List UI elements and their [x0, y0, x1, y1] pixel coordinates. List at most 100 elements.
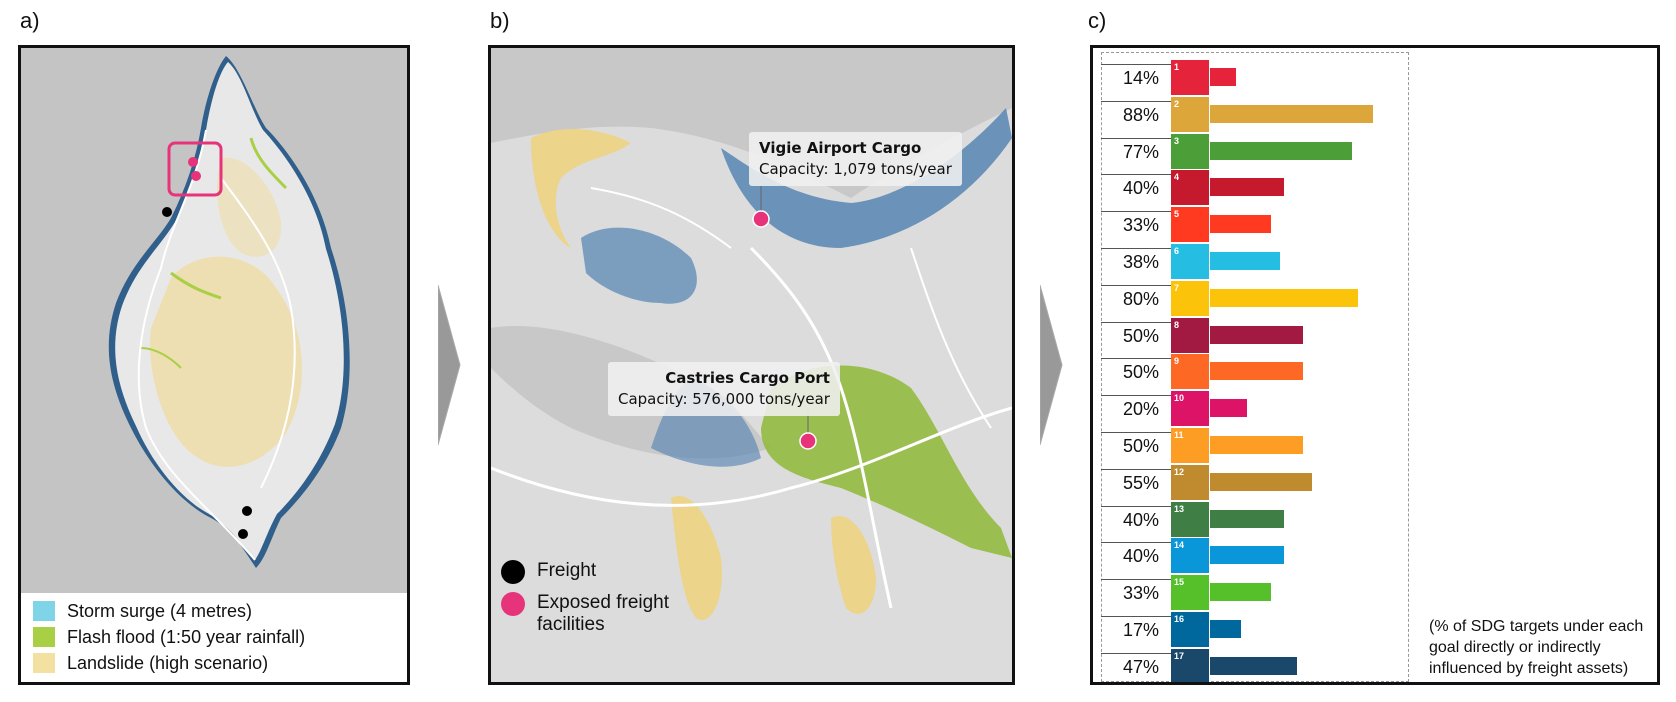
row-separator: [1101, 505, 1173, 507]
bar-value-label: 55%: [1122, 472, 1160, 493]
coastal-road: [137, 129, 256, 561]
sdg-bar: [1210, 656, 1297, 675]
sdg-goal-icon: 4: [1171, 170, 1209, 206]
bar-value-label: 33%: [1122, 583, 1160, 604]
legend-label: Landslide (high scenario): [67, 652, 269, 673]
bar-value-label: 50%: [1122, 436, 1160, 456]
sdg-goal-icon: 7: [1171, 280, 1209, 316]
sdg-bar: [1210, 362, 1303, 381]
bar-value-label: 17%: [1122, 620, 1160, 640]
freight-dot: [238, 529, 248, 539]
sdg-goal-icon: 5: [1171, 207, 1209, 243]
arrow-right-icon: [438, 285, 461, 445]
sdg-goal-icon: 1: [1171, 60, 1209, 95]
bar-value-label: 40%: [1122, 509, 1160, 530]
legend-item-flash-flood: Flash flood (1:50 year rainfall): [33, 625, 305, 649]
storm-surge-zone: [721, 108, 1012, 248]
bar-value-label: 47%: [1122, 656, 1160, 677]
road: [590, 187, 732, 249]
bar-value-label: 20%: [1122, 399, 1160, 420]
sdg-goal-icon: 16: [1171, 612, 1209, 647]
landslide-swatch: [33, 653, 55, 673]
sdg-bar: [1210, 141, 1353, 160]
legend-label: Freight: [537, 560, 597, 581]
bar-value-label: 80%: [1122, 288, 1160, 309]
bar-value-label: 38%: [1122, 252, 1160, 272]
road: [749, 246, 893, 609]
landslide-zone: [150, 256, 303, 467]
sdg-bar: [1210, 472, 1312, 491]
landslide-zone: [671, 496, 722, 620]
bar-value-label: 50%: [1122, 362, 1160, 383]
legend-item-freight: Freight: [501, 560, 596, 584]
sdg-bar: [1210, 325, 1303, 344]
legend-label: Storm surge (4 metres): [67, 600, 253, 621]
exposed-dot-icon: [501, 592, 525, 616]
callout-subtitle: Capacity: 1,079 tons/year: [759, 160, 952, 178]
sdg-goal-icon: 10: [1171, 391, 1209, 427]
sdg-goal-icon: 14: [1171, 538, 1209, 574]
panel-label-c: c): [1088, 8, 1107, 33]
sdg-goal-icon: 13: [1171, 501, 1209, 537]
storm-surge-zone: [581, 227, 697, 304]
sdg-bar: [1210, 252, 1281, 270]
chart-note: (% of SDG targets under each goal direct…: [1429, 618, 1644, 677]
zoom-box: [167, 141, 223, 197]
row-separator: [1101, 652, 1173, 654]
panel-label-b: b): [490, 8, 510, 33]
bar-value-label: 33%: [1122, 215, 1160, 236]
flood-streak: [249, 137, 288, 190]
row-separator: [1101, 211, 1173, 213]
callout-vigie: Vigie Airport Cargo Capacity: 1,079 tons…: [749, 132, 962, 186]
road: [910, 247, 992, 429]
sdg-bar: [1210, 215, 1272, 234]
sdg-bar: [1210, 436, 1303, 454]
island-map-panel: Storm surge (4 metres) Flash flood (1:50…: [18, 45, 410, 685]
sdg-bar: [1210, 546, 1284, 565]
bar-value-label: 40%: [1122, 178, 1160, 199]
legend-item-exposed: Exposed freight facilities: [501, 592, 691, 636]
bar-value-label: 40%: [1122, 546, 1160, 567]
exposed-freight-dot: [752, 210, 770, 228]
row-separator: [1101, 542, 1173, 544]
legend-label: Flash flood (1:50 year rainfall): [67, 626, 306, 647]
row-separator: [1101, 432, 1173, 433]
sdg-goal-icon: 6: [1171, 244, 1209, 279]
sdg-bar: [1210, 178, 1284, 197]
island-map: [21, 48, 407, 593]
inland-road: [220, 177, 296, 489]
legend-item-storm-surge: Storm surge (4 metres): [33, 599, 252, 623]
row-separator: [1101, 64, 1173, 65]
sdg-goal-icon: 8: [1171, 317, 1209, 353]
bar-value-label: 14%: [1122, 68, 1160, 88]
row-separator: [1101, 358, 1173, 360]
sdg-goal-icon: 17: [1171, 648, 1209, 682]
chart-frame: [1101, 52, 1409, 682]
storm-surge-swatch: [33, 601, 55, 621]
callout-castries: Castries Cargo Port Capacity: 576,000 to…: [608, 362, 840, 416]
sdg-bar: [1210, 104, 1373, 123]
row-separator: [1101, 579, 1173, 581]
exposed-freight-dot: [188, 157, 198, 167]
row-separator: [1101, 137, 1173, 139]
zoomed-map-panel: Vigie Airport Cargo Capacity: 1,079 tons…: [488, 45, 1015, 685]
arrow-right-icon: [1040, 285, 1063, 445]
flash-flood-swatch: [33, 627, 55, 647]
row-separator: [1101, 468, 1173, 470]
sdg-goal-icon: 9: [1171, 354, 1209, 390]
row-separator: [1101, 100, 1173, 102]
bar-value-label: 77%: [1122, 141, 1160, 162]
freight-dot: [242, 506, 252, 516]
callout-title: Castries Cargo Port: [665, 369, 830, 387]
road: [491, 406, 1012, 507]
panel-label-a: a): [20, 8, 40, 33]
callout-subtitle: Capacity: 576,000 tons/year: [618, 390, 830, 408]
flood-streak: [140, 347, 182, 369]
sdg-bar: [1210, 583, 1272, 602]
legend-label: Exposed freight facilities: [537, 592, 670, 635]
row-separator: [1101, 248, 1173, 249]
hazard-legend: Storm surge (4 metres) Flash flood (1:50…: [21, 593, 407, 682]
freight-dot: [162, 207, 172, 217]
row-separator: [1101, 174, 1173, 176]
landslide-zone: [831, 516, 876, 614]
